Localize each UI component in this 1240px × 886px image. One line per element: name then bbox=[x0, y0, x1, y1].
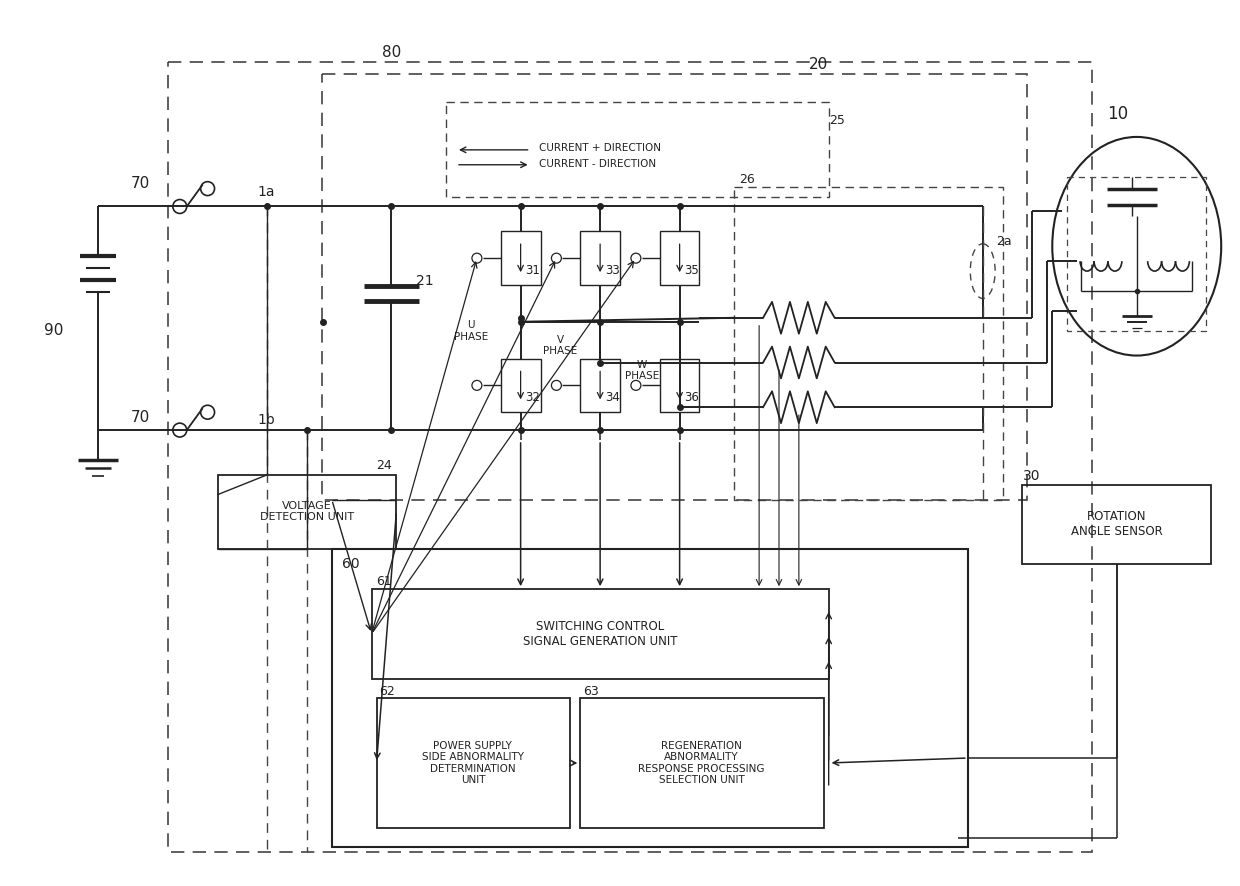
Text: 1a: 1a bbox=[257, 184, 275, 198]
Text: CURRENT - DIRECTION: CURRENT - DIRECTION bbox=[538, 159, 656, 168]
Text: 25: 25 bbox=[828, 113, 844, 127]
Text: 10: 10 bbox=[1107, 105, 1128, 123]
Text: 60: 60 bbox=[342, 557, 360, 571]
Text: 20: 20 bbox=[810, 57, 828, 72]
Bar bbox=[372, 589, 828, 679]
Bar bbox=[377, 698, 570, 828]
Text: 33: 33 bbox=[605, 264, 620, 276]
Text: 30: 30 bbox=[1023, 469, 1040, 483]
Text: 2a: 2a bbox=[996, 235, 1012, 248]
Text: 70: 70 bbox=[130, 409, 150, 424]
Text: 21: 21 bbox=[417, 274, 434, 288]
Bar bbox=[580, 231, 620, 285]
Text: 62: 62 bbox=[379, 685, 396, 698]
Bar bbox=[217, 475, 397, 549]
Text: 70: 70 bbox=[130, 176, 150, 191]
Bar bbox=[167, 62, 1092, 852]
Bar bbox=[322, 74, 1028, 500]
Text: 26: 26 bbox=[739, 173, 755, 186]
Text: W
PHASE: W PHASE bbox=[625, 360, 658, 381]
Text: 80: 80 bbox=[382, 45, 401, 60]
Bar bbox=[501, 359, 541, 412]
Text: 90: 90 bbox=[45, 323, 63, 338]
Bar bbox=[580, 698, 823, 828]
Text: 1b: 1b bbox=[257, 413, 275, 427]
Bar bbox=[660, 359, 699, 412]
Text: 32: 32 bbox=[526, 391, 541, 404]
Text: ROTATION
ANGLE SENSOR: ROTATION ANGLE SENSOR bbox=[1071, 510, 1163, 539]
Text: 24: 24 bbox=[376, 459, 392, 472]
Text: SWITCHING CONTROL
SIGNAL GENERATION UNIT: SWITCHING CONTROL SIGNAL GENERATION UNIT bbox=[523, 620, 677, 648]
Bar bbox=[501, 231, 541, 285]
Text: 35: 35 bbox=[684, 264, 699, 276]
Text: 63: 63 bbox=[583, 685, 599, 698]
Text: 34: 34 bbox=[605, 391, 620, 404]
Text: CURRENT + DIRECTION: CURRENT + DIRECTION bbox=[538, 143, 661, 153]
Text: POWER SUPPLY
SIDE ABNORMALITY
DETERMINATION
UNIT: POWER SUPPLY SIDE ABNORMALITY DETERMINAT… bbox=[422, 741, 525, 785]
Text: 31: 31 bbox=[526, 264, 541, 276]
Bar bbox=[1023, 485, 1211, 564]
Text: VOLTAGE
DETECTION UNIT: VOLTAGE DETECTION UNIT bbox=[260, 501, 355, 523]
Text: 61: 61 bbox=[377, 575, 392, 587]
Bar bbox=[446, 102, 828, 197]
Bar bbox=[660, 231, 699, 285]
Bar bbox=[734, 187, 1003, 500]
Text: REGENERATION
ABNORMALITY
RESPONSE PROCESSING
SELECTION UNIT: REGENERATION ABNORMALITY RESPONSE PROCES… bbox=[639, 741, 765, 785]
Text: 36: 36 bbox=[684, 391, 699, 404]
Text: V
PHASE: V PHASE bbox=[543, 335, 578, 356]
Bar bbox=[332, 549, 967, 847]
Bar bbox=[580, 359, 620, 412]
Bar bbox=[1068, 176, 1207, 330]
Text: U
PHASE: U PHASE bbox=[454, 320, 489, 341]
